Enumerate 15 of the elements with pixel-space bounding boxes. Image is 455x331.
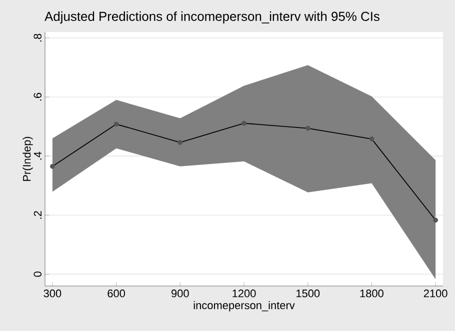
y-tick-label: .8 bbox=[34, 34, 42, 42]
x-tick-label: 2100 bbox=[424, 290, 448, 298]
x-tick-label: 1800 bbox=[360, 290, 384, 298]
y-tick-label: .6 bbox=[34, 92, 42, 101]
chart-title: Adjusted Predictions of incomeperson_interv with 95% CIs bbox=[44, 11, 380, 24]
y-axis-title: Pr(Indep) bbox=[22, 136, 33, 181]
x-tick-label: 600 bbox=[108, 290, 125, 298]
x-tick-label: 1500 bbox=[296, 290, 320, 298]
x-tick-label: 300 bbox=[44, 290, 62, 298]
x-tick-label: 900 bbox=[172, 290, 189, 298]
y-tick-label: .2 bbox=[34, 211, 42, 219]
y-tick-label: .4 bbox=[34, 152, 42, 160]
x-axis-title: incomeperson_interv bbox=[194, 301, 295, 312]
x-tick-label: 1200 bbox=[232, 290, 256, 298]
y-tick-label: 0 bbox=[34, 272, 42, 277]
